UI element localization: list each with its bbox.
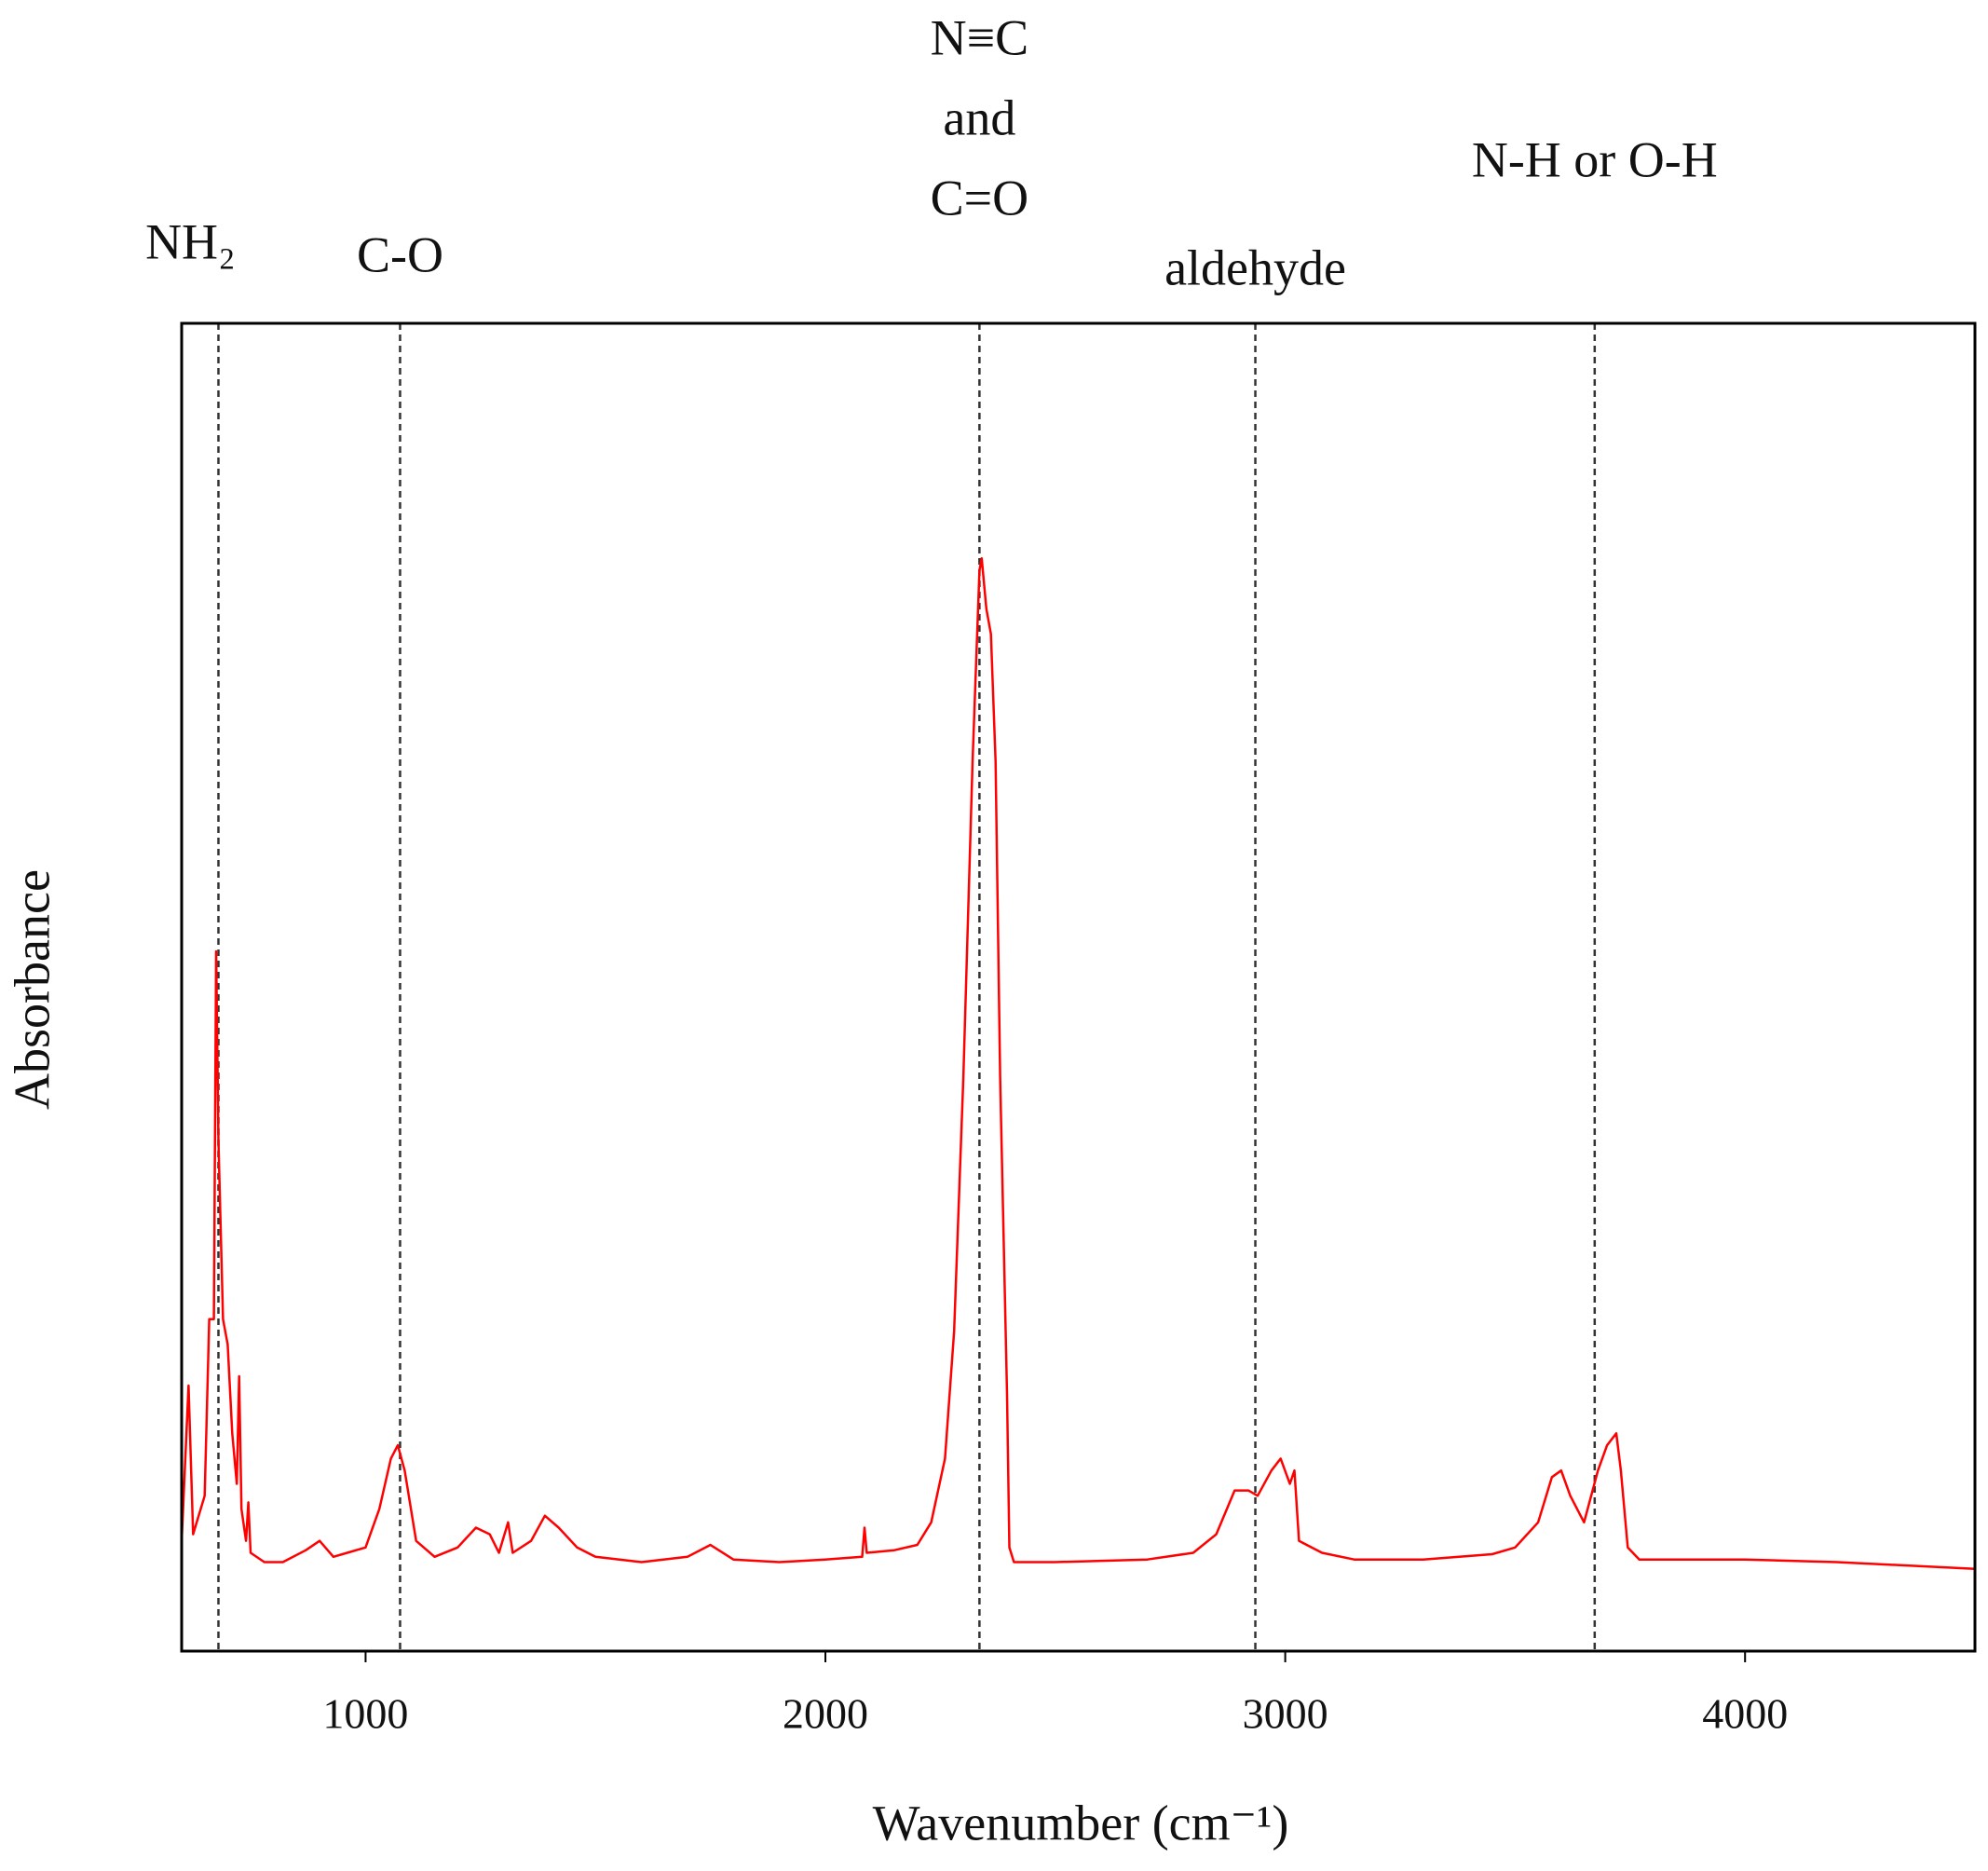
y-axis-label: Absorbance xyxy=(4,869,60,1110)
x-axis-label: Wavenumber (cm⁻¹) xyxy=(873,1795,1289,1851)
x-tick-label: 1000 xyxy=(322,1690,408,1738)
annotation-label: and xyxy=(943,89,1015,145)
annotation-label: NH₂ xyxy=(145,213,236,269)
annotation-label: N-H or O-H xyxy=(1472,131,1718,187)
x-tick-label: 2000 xyxy=(783,1690,868,1738)
annotation-label: aldehyde xyxy=(1164,239,1346,295)
annotation-label: N≡C xyxy=(931,9,1028,65)
annotation-label: C=O xyxy=(931,170,1028,225)
annotation-label: C-O xyxy=(357,226,443,282)
plot-frame xyxy=(180,321,1977,1653)
x-tick-label: 4000 xyxy=(1702,1690,1788,1738)
x-tick-label: 3000 xyxy=(1243,1690,1328,1738)
spectrum-line xyxy=(180,556,1976,1570)
